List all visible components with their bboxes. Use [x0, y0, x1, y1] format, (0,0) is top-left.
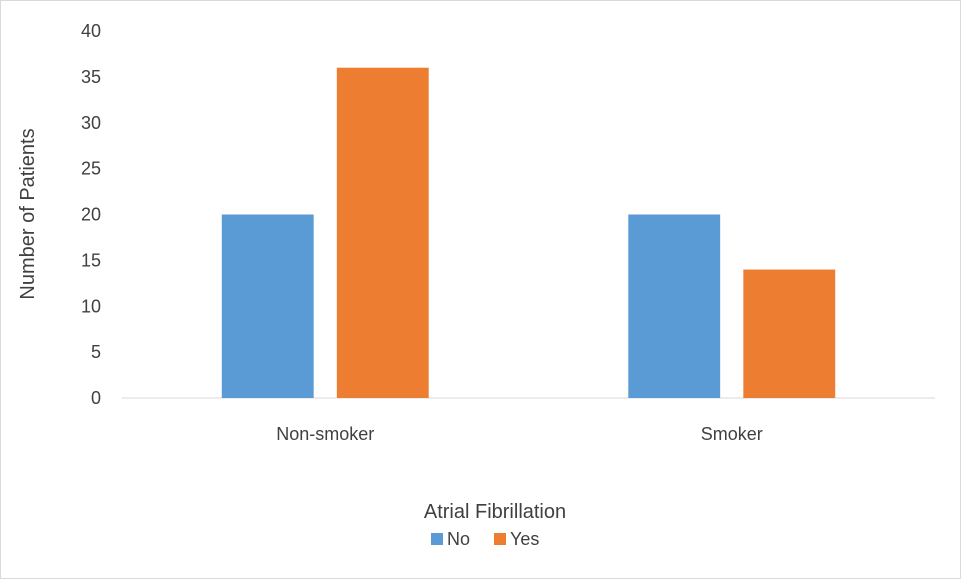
y-tick-label: 25 — [81, 159, 101, 179]
y-tick-label: 0 — [91, 388, 101, 408]
x-tick-label: Smoker — [701, 424, 763, 444]
y-axis-ticks: 0 5 10 15 20 25 30 35 40 — [81, 21, 101, 408]
y-tick-label: 40 — [81, 21, 101, 41]
bar-yes-smoker — [743, 269, 836, 398]
x-axis-ticks: Non-smoker Smoker — [276, 424, 763, 444]
legend-swatch-yes — [494, 533, 506, 545]
x-tick-label: Non-smoker — [276, 424, 374, 444]
y-axis-title: Number of Patients — [17, 128, 39, 299]
y-tick-label: 10 — [81, 296, 101, 316]
legend-label-no: No — [447, 529, 470, 549]
legend: No Yes — [431, 529, 539, 549]
bars — [221, 67, 836, 398]
y-tick-label: 20 — [81, 205, 101, 225]
y-tick-label: 15 — [81, 250, 101, 270]
legend-label-yes: Yes — [510, 529, 539, 549]
bar-no-smoker — [628, 214, 721, 398]
bar-yes-non-smoker — [336, 67, 429, 398]
y-tick-label: 35 — [81, 67, 101, 87]
legend-swatch-no — [431, 533, 443, 545]
y-tick-label: 5 — [91, 342, 101, 362]
y-tick-label: 30 — [81, 113, 101, 133]
legend-title: Atrial Fibrillation — [424, 501, 566, 523]
bar-no-non-smoker — [221, 214, 314, 398]
